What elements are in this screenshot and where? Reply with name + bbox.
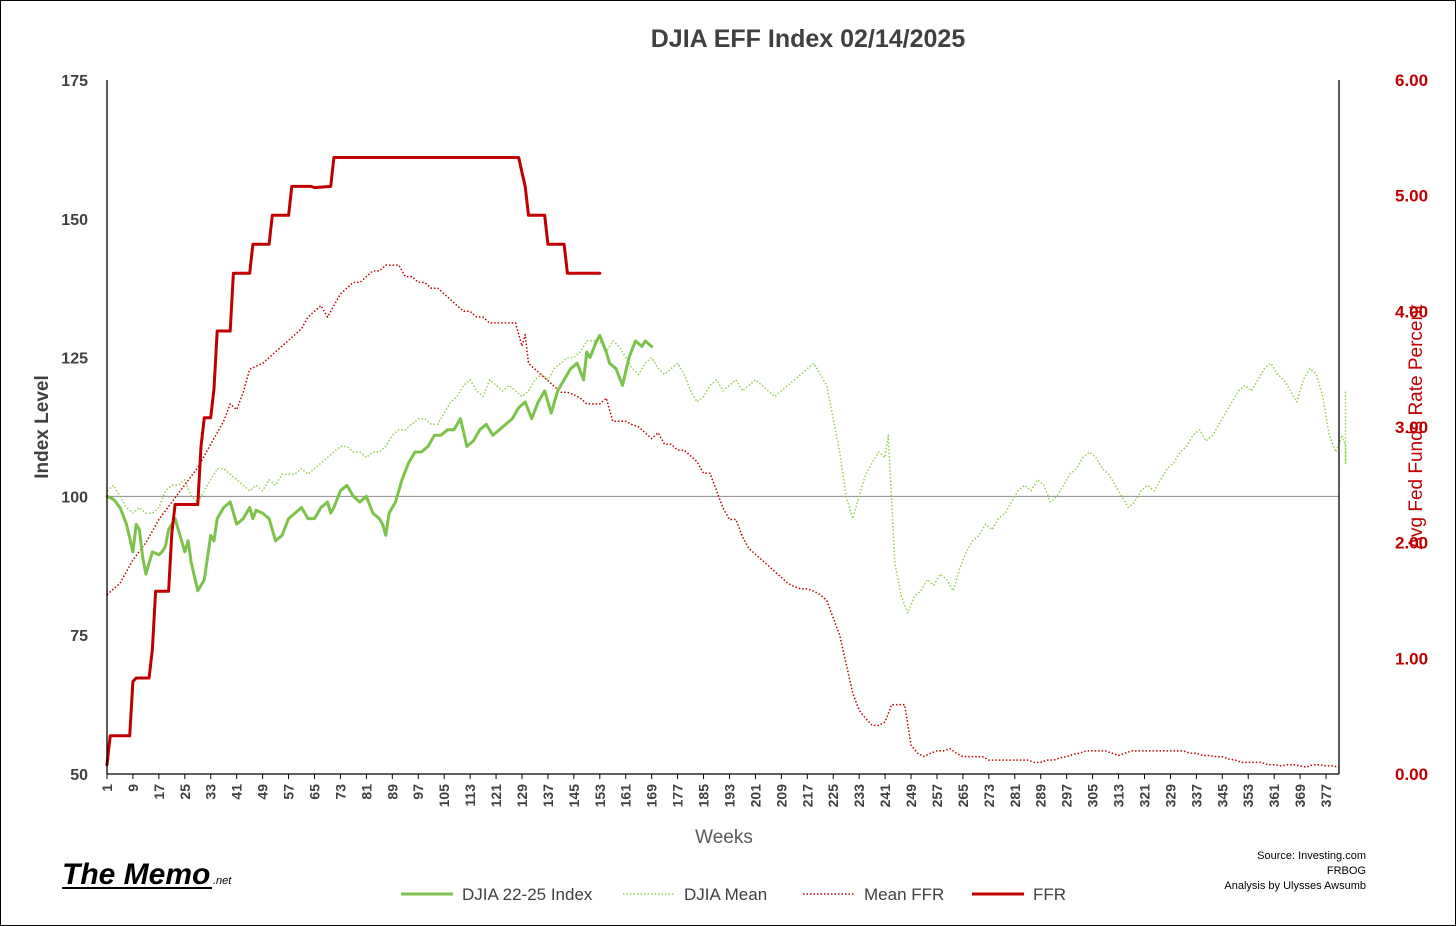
logo-main-text: The Memo bbox=[62, 858, 210, 891]
source-line-3: Analysis by Ulysses Awsumb bbox=[1224, 880, 1366, 892]
x-tick-label: 1 bbox=[99, 784, 115, 792]
y-right-tick-label: 5.00 bbox=[1395, 187, 1428, 206]
x-tick-label: 225 bbox=[825, 784, 841, 808]
y-left-tick-label: 75 bbox=[70, 628, 88, 645]
x-tick-label: 17 bbox=[151, 784, 167, 800]
x-tick-label: 65 bbox=[306, 784, 322, 800]
x-tick-label: 97 bbox=[410, 784, 426, 800]
legend-label: Mean FFR bbox=[864, 885, 944, 904]
series-line-djia-22-25-index bbox=[105, 333, 654, 593]
logo: The Memo .net bbox=[62, 858, 232, 891]
y-left-tick-label: 125 bbox=[61, 351, 88, 368]
chart-title: DJIA EFF Index 02/14/2025 bbox=[651, 25, 966, 53]
x-tick-label: 369 bbox=[1292, 784, 1308, 808]
series-line-djia-mean bbox=[106, 340, 1347, 614]
source-line-2: FRBOG bbox=[1327, 865, 1366, 877]
y-axis-right-ticks: 0.00 1.00 2.00 3.00 4.00 5.00 6.00 bbox=[1395, 71, 1428, 784]
y-right-tick-label: 1.00 bbox=[1395, 649, 1428, 668]
x-tick-label: 273 bbox=[981, 784, 997, 808]
y-right-tick-label: 0.00 bbox=[1395, 765, 1428, 784]
x-tick-label: 161 bbox=[618, 784, 634, 808]
x-tick-label: 217 bbox=[799, 784, 815, 808]
x-tick-label: 129 bbox=[514, 784, 530, 808]
y-right-tick-label: 3.00 bbox=[1395, 418, 1428, 437]
x-tick-label: 209 bbox=[773, 784, 789, 808]
y-axis-left-ticks: 50 75 100 125 150 175 bbox=[61, 73, 88, 784]
legend-label: DJIA Mean bbox=[684, 885, 767, 904]
x-tick-label: 57 bbox=[281, 784, 297, 800]
x-tick-label: 281 bbox=[1007, 784, 1023, 808]
y-left-tick-label: 150 bbox=[61, 212, 88, 229]
y-right-tick-label: 4.00 bbox=[1395, 302, 1428, 321]
x-tick-label: 289 bbox=[1033, 784, 1049, 808]
legend: DJIA 22-25 Index DJIA Mean Mean FFR FFR bbox=[401, 885, 1066, 904]
x-tick-label: 329 bbox=[1162, 784, 1178, 808]
x-axis-title: Weeks bbox=[695, 827, 753, 848]
x-tick-label: 33 bbox=[203, 784, 219, 800]
legend-label: FFR bbox=[1033, 885, 1066, 904]
x-tick-label: 361 bbox=[1266, 784, 1282, 808]
y-right-tick-label: 6.00 bbox=[1395, 71, 1428, 90]
x-tick-label: 185 bbox=[696, 784, 712, 808]
y-right-tick-label: 2.00 bbox=[1395, 534, 1428, 553]
legend-label: DJIA 22-25 Index bbox=[462, 885, 593, 904]
x-tick-label: 265 bbox=[955, 784, 971, 808]
x-tick-label: 145 bbox=[566, 784, 582, 808]
x-tick-label: 113 bbox=[462, 784, 478, 807]
x-tick-label: 305 bbox=[1085, 784, 1101, 808]
x-tick-label: 313 bbox=[1111, 784, 1127, 808]
x-axis-ticks: 1 9 17 25 33 41 49 57 65 73 81 89 97 105 113 121 129 137 1… bbox=[99, 774, 1334, 807]
x-tick-label: 81 bbox=[358, 784, 374, 800]
source-note: Source: Investing.com FRBOG Analysis by … bbox=[1224, 850, 1366, 892]
x-tick-label: 121 bbox=[488, 784, 504, 808]
x-tick-label: 249 bbox=[903, 784, 919, 808]
x-tick-label: 321 bbox=[1136, 784, 1152, 808]
x-tick-label: 241 bbox=[877, 784, 893, 808]
x-tick-label: 49 bbox=[255, 784, 271, 800]
x-tick-label: 137 bbox=[540, 784, 556, 808]
y-left-tick-label: 50 bbox=[70, 767, 88, 784]
x-tick-label: 193 bbox=[721, 784, 737, 808]
x-tick-label: 257 bbox=[929, 784, 945, 808]
x-tick-label: 73 bbox=[332, 784, 348, 800]
x-tick-label: 177 bbox=[670, 784, 686, 808]
y-axis-left-title: Index Level bbox=[32, 375, 53, 479]
x-tick-label: 297 bbox=[1059, 784, 1075, 808]
x-tick-label: 25 bbox=[177, 784, 193, 800]
x-tick-label: 89 bbox=[384, 784, 400, 800]
x-tick-label: 201 bbox=[747, 784, 763, 808]
series-layer bbox=[105, 156, 1347, 768]
x-tick-label: 353 bbox=[1240, 784, 1256, 808]
y-left-tick-label: 175 bbox=[61, 73, 88, 90]
x-tick-label: 169 bbox=[644, 784, 660, 808]
source-line-1: Source: Investing.com bbox=[1257, 850, 1366, 862]
logo-sub-text: .net bbox=[213, 875, 232, 887]
x-tick-label: 337 bbox=[1188, 784, 1204, 808]
x-tick-label: 153 bbox=[592, 784, 608, 808]
x-tick-label: 41 bbox=[229, 784, 245, 800]
series-line-ffr bbox=[105, 156, 602, 767]
y-axis-right-title: Avg Fed Funds Rate Percent bbox=[1406, 304, 1427, 549]
x-tick-label: 377 bbox=[1318, 784, 1334, 808]
series-line-mean-ffr bbox=[106, 264, 1340, 768]
y-left-tick-label: 100 bbox=[61, 489, 88, 506]
x-tick-label: 105 bbox=[436, 784, 452, 808]
x-tick-label: 345 bbox=[1214, 784, 1230, 808]
x-tick-label: 233 bbox=[851, 784, 867, 808]
x-tick-label: 9 bbox=[125, 784, 141, 792]
